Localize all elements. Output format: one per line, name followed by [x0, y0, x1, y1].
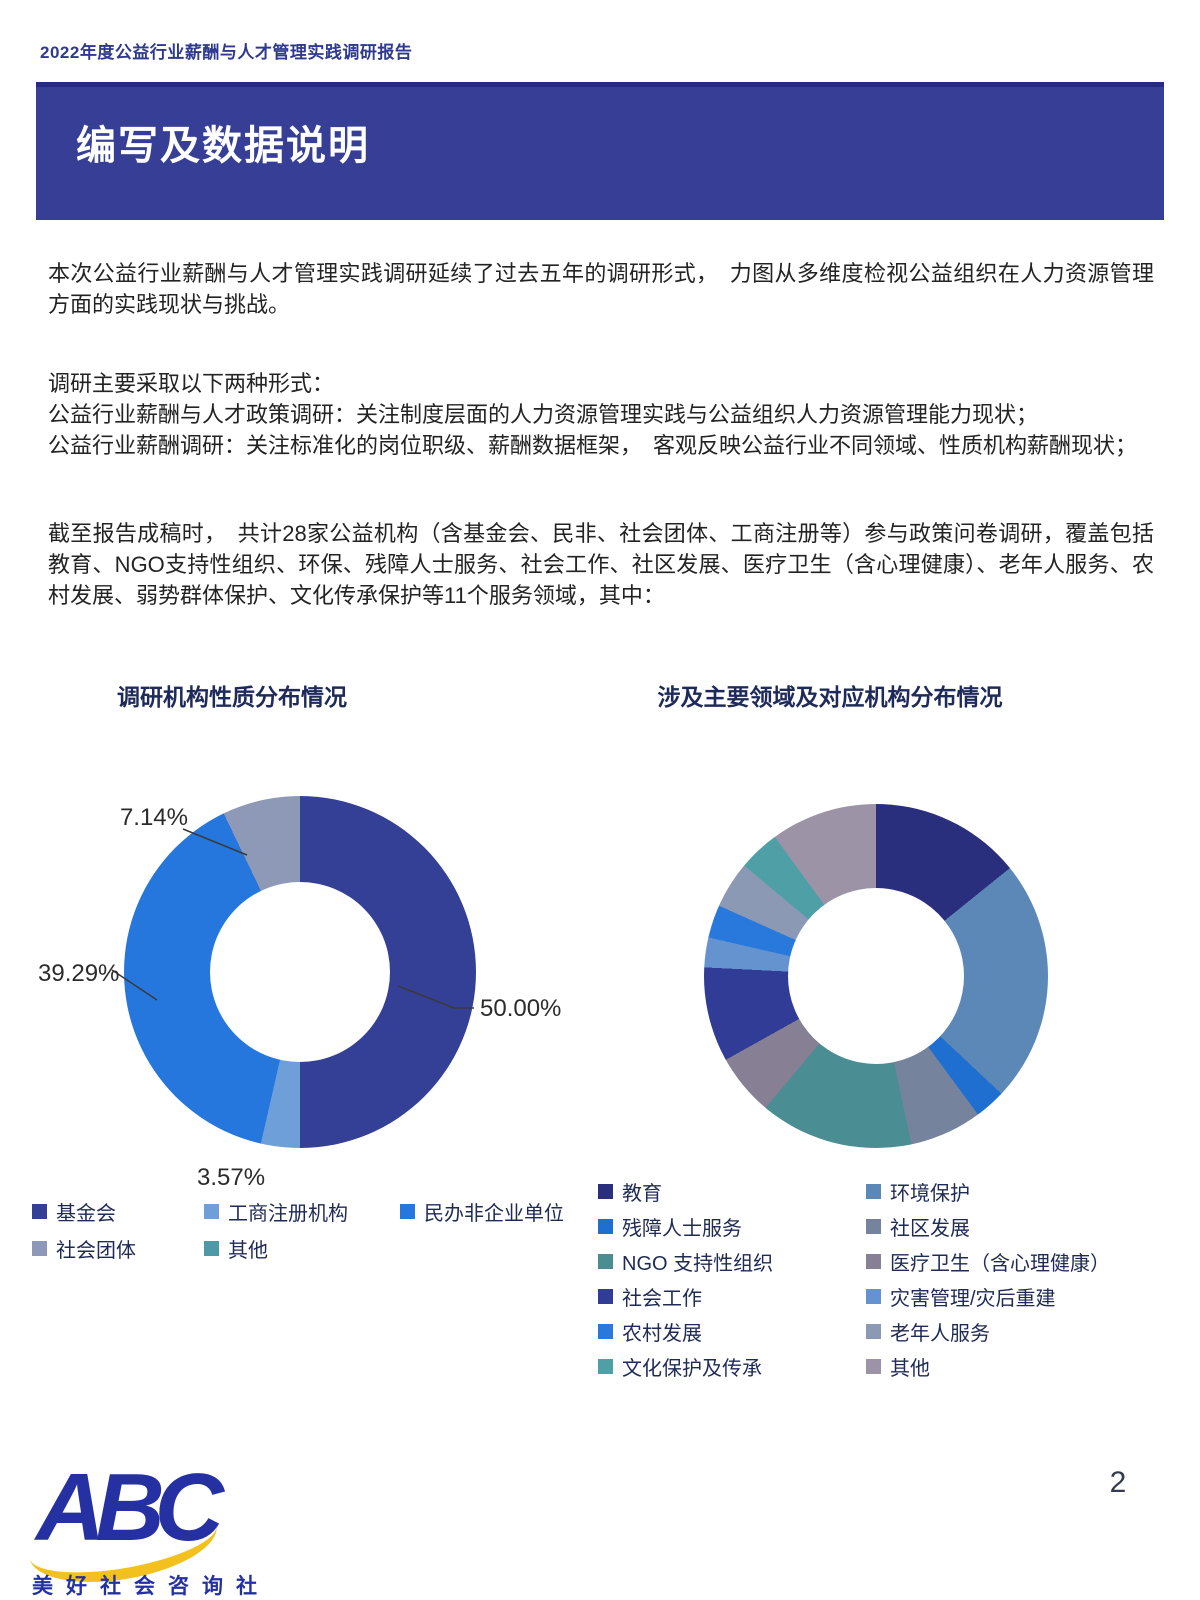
legend-label: 社会工作 — [622, 1287, 702, 1310]
paragraph-sample: 截至报告成稿时， 共计28家公益机构（含基金会、民非、社会团体、工商注册等）参与… — [48, 521, 1154, 608]
legend-swatch — [598, 1358, 613, 1374]
legend-label: 基金会 — [56, 1202, 116, 1225]
legend-item: 教育 — [598, 1178, 866, 1205]
legend-label: 环境保护 — [890, 1182, 970, 1205]
legend-label: 农村发展 — [622, 1322, 702, 1345]
legend-swatch — [866, 1323, 881, 1339]
legend-label: 其他 — [890, 1357, 930, 1380]
legend-label: 社会团体 — [56, 1239, 136, 1262]
abc-logo-subtext: 美好社会咨询社 — [32, 1575, 270, 1598]
legend-swatch — [32, 1240, 47, 1256]
paragraph-methods: 调研主要采取以下两种形式： 公益行业薪酬与人才政策调研：关注制度层面的人力资源管… — [48, 368, 1154, 461]
legend-service-areas: 教育 环境保护残障人士服务 社区发展 NGO 支持性组织 医疗卫生（含心理健康） 社会工作… — [598, 1178, 1173, 1380]
legend-item: 老年人服务 — [866, 1318, 1173, 1345]
legend-swatch — [598, 1218, 613, 1234]
donut-hole — [788, 888, 964, 1064]
legend-label: 工商注册机构 — [228, 1202, 348, 1225]
paragraph-line: 调研主要采取以下两种形式： — [48, 371, 335, 396]
abc-logo-text: ABC — [36, 1454, 224, 1561]
paragraph-intro: 本次公益行业薪酬与人才管理实践调研延续了过去五年的调研形式， 力图从多维度检视公… — [48, 261, 1154, 317]
legend-item: 灾害管理/灾后重建 — [866, 1283, 1173, 1310]
legend-swatch — [866, 1253, 881, 1269]
legend-item: 其他 — [204, 1235, 400, 1262]
legend-swatch — [598, 1323, 613, 1339]
legend-swatch — [866, 1183, 881, 1199]
legend-label: 民办非企业单位 — [424, 1202, 564, 1225]
paragraph-line: 公益行业薪酬与人才政策调研：关注制度层面的人力资源管理实践与公益组织人力资源管理… — [48, 402, 1039, 427]
report-header-title: 2022年度公益行业薪酬与人才管理实践调研报告 — [40, 43, 413, 62]
donut-chart-org-type: 7.14% 39.29% 50.00% 3.57% — [30, 780, 610, 1191]
legend-item: 环境保护 — [866, 1178, 1173, 1205]
legend-item: NGO 支持性组织 — [598, 1248, 866, 1275]
legend-item: 基金会 — [32, 1198, 204, 1225]
legend-label: 老年人服务 — [890, 1322, 990, 1345]
legend-label: 其他 — [228, 1239, 268, 1262]
data-label-shetuan: 7.14% — [119, 804, 188, 831]
legend-swatch — [204, 1240, 219, 1256]
legend-swatch — [598, 1253, 613, 1269]
section-banner: 编写及数据说明 — [36, 82, 1164, 220]
legend-swatch — [204, 1203, 219, 1219]
legend-swatch — [400, 1203, 415, 1219]
legend-label: 灾害管理/灾后重建 — [890, 1287, 1056, 1310]
legend-item: 民办非企业单位 — [400, 1198, 592, 1225]
chart-title-org-type: 调研机构性质分布情况 — [117, 684, 347, 710]
page-number: 2 — [1109, 1466, 1127, 1499]
legend-item: 其他 — [866, 1353, 1173, 1380]
legend-item: 社区发展 — [866, 1213, 1173, 1240]
legend-label: 医疗卫生（含心理健康） — [890, 1252, 1110, 1275]
legend-swatch — [598, 1288, 613, 1304]
donut-chart-service-areas — [640, 780, 1120, 1180]
legend-swatch — [866, 1218, 881, 1234]
legend-item: 医疗卫生（含心理健康） — [866, 1248, 1173, 1275]
legend-label: 文化保护及传承 — [622, 1357, 762, 1380]
legend-item: 农村发展 — [598, 1318, 866, 1345]
legend-swatch — [866, 1288, 881, 1304]
legend-label: 教育 — [622, 1182, 662, 1205]
legend-org-type: 基金会 工商注册机构 民办非企业单位社会团体 其他 — [32, 1198, 592, 1262]
legend-item: 社会工作 — [598, 1283, 866, 1310]
chart-title-service-areas: 涉及主要领域及对应机构分布情况 — [657, 684, 1003, 710]
data-label-minban: 39.29% — [38, 960, 120, 987]
legend-swatch — [866, 1358, 881, 1374]
legend-swatch — [32, 1203, 47, 1219]
data-label-gongshang: 3.57% — [197, 1164, 266, 1191]
legend-item: 社会团体 — [32, 1235, 204, 1262]
section-title: 编写及数据说明 — [76, 124, 370, 168]
legend-label: NGO 支持性组织 — [622, 1252, 774, 1275]
paragraph-line: 公益行业薪酬调研：关注标准化的岗位职级、薪酬数据框架， 客观反映公益行业不同领域… — [48, 433, 1138, 458]
legend-swatch — [598, 1183, 613, 1199]
legend-item: 残障人士服务 — [598, 1213, 866, 1240]
legend-item: 工商注册机构 — [204, 1198, 400, 1225]
donut-hole — [210, 882, 390, 1062]
abc-logo: ABC 美好社会咨询社 — [22, 1458, 290, 1598]
data-label-jijinhui: 50.00% — [480, 995, 562, 1022]
legend-label: 残障人士服务 — [622, 1217, 742, 1240]
legend-label: 社区发展 — [890, 1217, 970, 1240]
legend-item: 文化保护及传承 — [598, 1353, 866, 1380]
